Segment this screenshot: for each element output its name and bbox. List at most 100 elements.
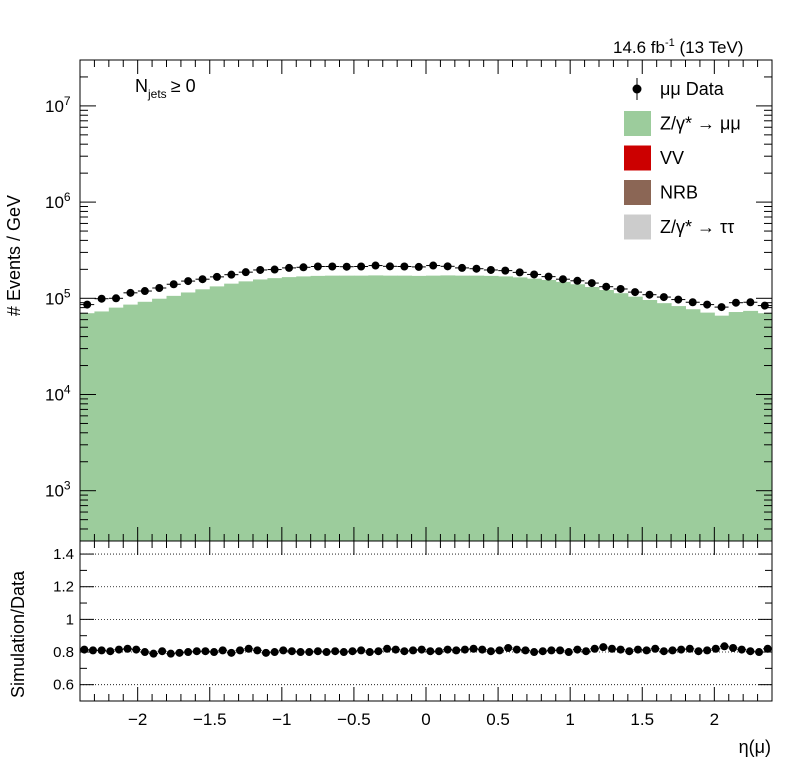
ratio-point [97,646,106,655]
data-point [198,275,207,284]
ratio-point [253,646,262,655]
x-tick-label: 1 [565,710,574,729]
ratio-point [720,642,729,651]
histogram-bar [137,301,153,541]
data-point [703,300,712,309]
ratio-point [478,645,487,654]
histogram-bar [180,292,196,541]
data-point [674,295,683,304]
data-point [414,262,423,271]
ratio-point [564,648,573,657]
histogram-bar [613,293,629,541]
legend-label: VV [660,148,684,168]
ratio-point [313,647,322,656]
histogram-bar [382,275,398,541]
histogram-bar [281,277,297,541]
histogram-bar [728,312,744,541]
ratio-point [296,648,305,657]
y-tick-label: 0.6 [53,677,74,694]
data-points [80,261,772,312]
histogram-bar [94,311,110,541]
data-point [299,263,308,272]
histogram-bar [108,307,124,541]
ratio-point [374,647,383,656]
ratio-point [400,647,409,656]
data-point [688,298,697,307]
histogram-bar [469,275,485,541]
ratio-point [132,645,141,654]
ratio-point [365,648,374,657]
ratio-point [192,647,201,656]
ratio-point [391,645,400,654]
ratio-y-axis-label: Simulation/Data [8,570,28,698]
histogram-bar [498,276,513,541]
ratio-point [685,644,694,653]
ratio-point [530,648,539,657]
ratio-point [210,648,219,657]
ratio-point [616,645,625,654]
ratio-point [711,644,720,653]
histogram-bar [224,283,240,541]
data-point [631,288,640,297]
legend-label: μμ Data [660,79,725,99]
ratio-point [495,646,504,655]
ratio-point [590,644,599,653]
x-tick-label: 2 [710,710,719,729]
x-tick-label: 1.5 [630,710,654,729]
ratio-point [452,646,461,655]
ratio-point [279,646,288,655]
ratio-point [703,646,712,655]
ratio-point [659,647,668,656]
histogram-bar [483,275,499,541]
histogram-bar [454,275,470,541]
legend-swatch [624,111,651,136]
ratio-point [512,645,521,654]
data-point [385,262,394,271]
data-point [616,284,625,293]
legend: μμ Data Z/γ* → μμ VV NRB Z/γ* → ττ [624,78,741,240]
ratio-points [79,642,773,658]
data-point [501,266,510,275]
data-point [212,272,221,281]
y-tick-label: 1.2 [53,579,74,596]
data-point [515,268,524,277]
ratio-point [746,647,755,656]
ratio-point [244,644,253,653]
data-point [645,290,654,299]
y-tick-label: 104 [45,382,71,404]
data-point [731,298,740,307]
ratio-point [417,645,426,654]
histogram-bar [397,275,413,541]
legend-marker [632,84,642,94]
ratio-point [175,648,184,657]
data-point [126,288,135,297]
histogram-bar [685,309,701,541]
histogram-bar [426,275,441,541]
y-tick-label: 107 [45,94,71,116]
x-tick-label: −1.5 [193,710,227,729]
data-point [659,293,668,302]
histogram-bar [699,312,715,541]
ratio-point [348,647,357,656]
ratio-point [547,646,556,655]
ratio-point [88,646,97,655]
ratio-point [114,645,123,654]
njets-label: Njets ≥ 0 [135,76,196,101]
ratio-point [556,646,565,655]
main-y-axis-label: # Events / GeV [4,195,24,316]
ratio-point [270,648,279,657]
histogram-bar [526,278,542,541]
data-point [313,262,322,271]
histogram-bar [570,284,586,541]
data-point [256,265,265,274]
data-point [155,283,164,292]
ratio-point [469,644,478,653]
y-tick-label: 0.8 [53,644,74,661]
histogram-bar [253,279,268,541]
data-point [342,262,351,271]
ratio-point [123,644,132,653]
data-point [140,287,149,296]
ratio-point [158,647,167,656]
ratio-point [236,646,245,655]
data-point [472,264,481,273]
